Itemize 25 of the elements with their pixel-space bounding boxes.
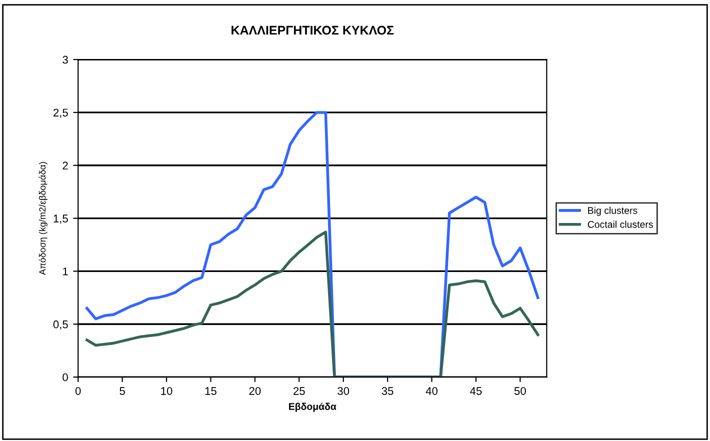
y-axis-title: Απόδοση (kg/m2/εβδομάδα) (38, 162, 48, 275)
line-series (86, 111, 540, 378)
x-tick-label: 5 (120, 387, 125, 395)
x-tick-label: 25 (294, 387, 305, 395)
line-series (86, 230, 540, 378)
x-tick-label: 40 (426, 387, 438, 395)
y-tick-label: 2,5 (53, 108, 68, 118)
legend-label: Big clusters (588, 206, 638, 216)
x-tick-label: 10 (161, 387, 172, 395)
y-tick-label: 1,5 (54, 214, 68, 224)
y-tick-label: 2 (62, 162, 68, 170)
y-tick-label: 3 (62, 56, 68, 64)
x-tick-label: 30 (338, 387, 350, 395)
x-tick-label: 50 (514, 387, 526, 395)
x-tick-label: 0 (75, 387, 81, 395)
x-tick-label: 15 (205, 387, 216, 395)
x-tick-label: 45 (470, 387, 482, 395)
y-tick-label: 1 (63, 268, 68, 276)
x-tick-label: 20 (249, 387, 261, 395)
y-tick-label: 0 (62, 373, 68, 382)
chart-title: ΚΑΛΛΙΕΡΓΗΤΙΚΟΣ ΚΥΚΛΟΣ (232, 26, 394, 35)
y-tick-label: 0,5 (53, 320, 68, 330)
x-axis-title: Εβδομάδα (289, 402, 336, 412)
legend-label: Coctail clusters (588, 220, 653, 228)
x-tick-label: 35 (382, 387, 394, 395)
